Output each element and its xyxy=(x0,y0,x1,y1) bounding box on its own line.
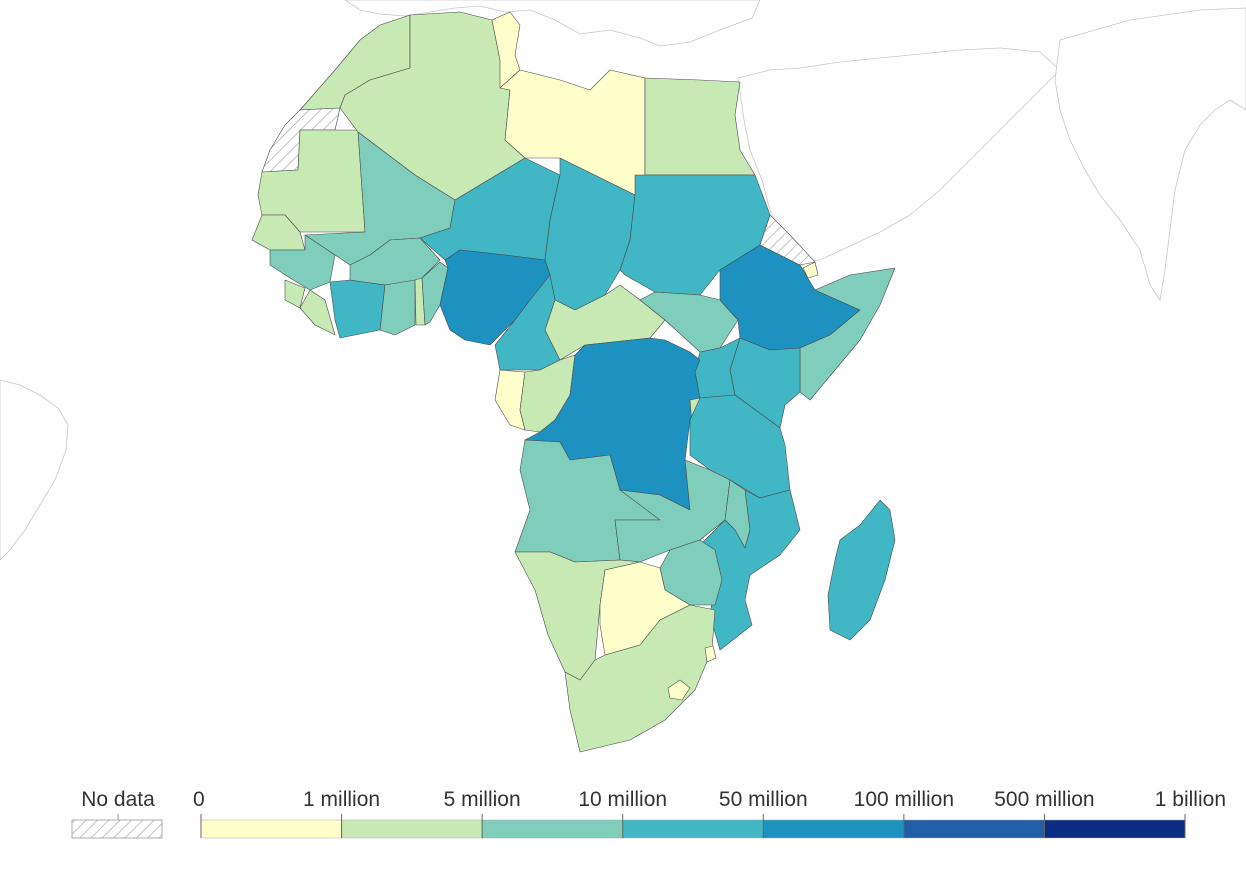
legend-label-0: 0 xyxy=(193,788,205,811)
region-eritrea[interactable] xyxy=(759,214,816,266)
africa xyxy=(251,11,896,753)
legend-swatch-1 xyxy=(341,819,483,839)
region-liberia[interactable] xyxy=(299,289,336,336)
legend-swatch-5 xyxy=(903,819,1045,839)
legend-label-1: 1 million xyxy=(303,788,380,811)
background-land xyxy=(0,0,1246,561)
region-tunisia[interactable] xyxy=(491,11,521,89)
region-burkina-faso[interactable] xyxy=(349,237,441,286)
europe-outline xyxy=(344,0,761,47)
legend-label-2: 5 million xyxy=(444,788,521,811)
no-data-legend: No data xyxy=(71,788,163,839)
legend-swatch-0 xyxy=(200,819,342,839)
region-cote-divoire[interactable] xyxy=(329,279,386,339)
region-zambia[interactable] xyxy=(614,459,731,563)
region-djibouti[interactable] xyxy=(802,261,819,279)
choropleth-map xyxy=(0,0,1246,753)
asia-outline xyxy=(1054,7,1246,302)
legend-swatch-2 xyxy=(481,819,623,839)
region-madagascar[interactable] xyxy=(827,499,896,641)
south-america-outline xyxy=(0,379,69,561)
color-scale: 0 1 million 5 million 10 million 50 million 1… xyxy=(193,788,1226,839)
legend: No data 0 1 million 5 million 10 million 50 … xyxy=(71,788,1226,839)
legend-label-6: 500 million xyxy=(994,788,1094,811)
no-data-swatch xyxy=(71,819,163,839)
legend-label-5: 100 million xyxy=(854,788,954,811)
region-somalia[interactable] xyxy=(799,267,896,401)
region-ghana[interactable] xyxy=(379,279,416,336)
legend-swatch-4 xyxy=(763,819,905,839)
region-south-africa[interactable] xyxy=(564,604,716,753)
region-lesotho[interactable] xyxy=(667,679,691,701)
no-data-label: No data xyxy=(81,788,155,811)
region-egypt[interactable] xyxy=(644,77,756,176)
region-eswatini[interactable] xyxy=(704,645,717,663)
legend-swatch-6 xyxy=(1044,819,1186,839)
legend-label-7: 1 billion xyxy=(1155,788,1226,811)
middle-east-outline xyxy=(737,47,1061,263)
legend-label-4: 50 million xyxy=(719,788,808,811)
legend-swatch-3 xyxy=(622,819,764,839)
legend-label-3: 10 million xyxy=(578,788,667,811)
region-gabon[interactable] xyxy=(494,369,526,431)
